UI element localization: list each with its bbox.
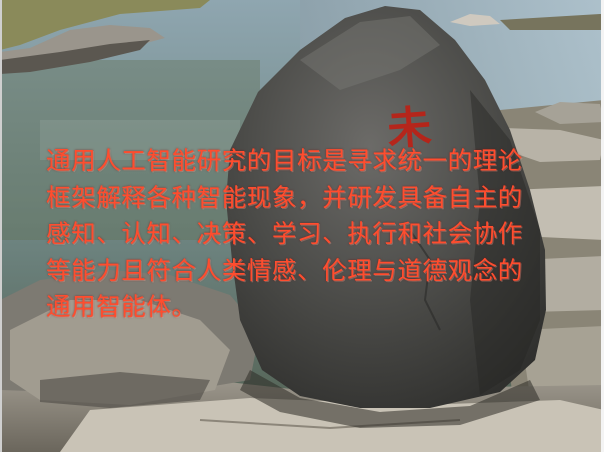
rock-base-shadow — [240, 370, 540, 428]
right-stone-1 — [535, 102, 604, 124]
right-stone-2 — [505, 128, 604, 162]
water-reflection-light — [40, 120, 240, 160]
rock-shadow-side — [470, 90, 540, 395]
slide-edge-right — [601, 0, 604, 452]
slide-body-text: 通用人工智能研究的目标是寻求统一的理论框架解释各种智能现象，并研发具备自主的感知… — [46, 146, 523, 321]
right-stone-5 — [520, 326, 604, 396]
far-shore-grass — [0, 0, 210, 50]
far-shore-rocks-dark — [0, 40, 150, 74]
slide-edge-left — [0, 0, 2, 452]
main-rock — [226, 6, 546, 408]
rock-highlight — [300, 16, 440, 90]
water-reflection — [0, 60, 260, 240]
left-boulder-shadow — [40, 372, 210, 408]
distant-stones — [450, 14, 500, 26]
rock-crack — [409, 229, 441, 331]
distant-bank — [500, 14, 604, 30]
